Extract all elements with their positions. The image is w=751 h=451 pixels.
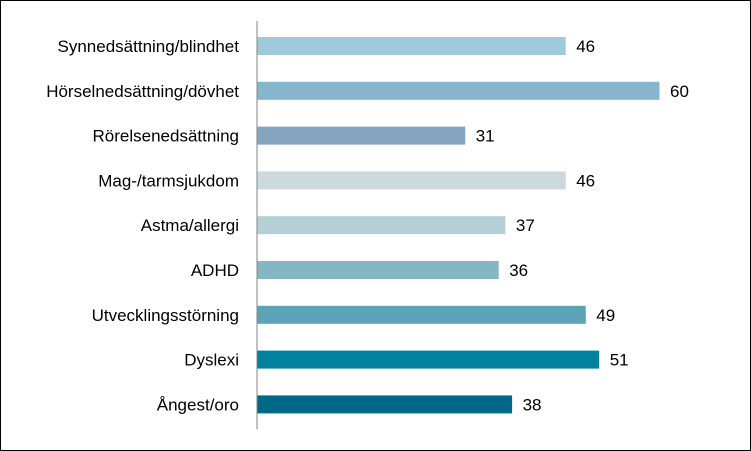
category-label-0: Synnedsättning/blindhet <box>58 37 240 56</box>
bar-7 <box>257 350 600 369</box>
value-label-6: 49 <box>596 306 615 325</box>
bar-8 <box>257 395 513 414</box>
value-label-8: 38 <box>523 395 542 414</box>
value-labels-group: 46 60 31 46 37 36 49 51 38 <box>476 37 689 414</box>
value-label-0: 46 <box>576 37 595 56</box>
category-label-5: ADHD <box>191 261 239 280</box>
value-label-5: 36 <box>509 261 528 280</box>
category-label-4: Astma/allergi <box>141 216 239 235</box>
bar-4 <box>257 216 506 235</box>
value-label-7: 51 <box>610 351 629 370</box>
bar-2 <box>257 126 466 145</box>
value-label-4: 37 <box>516 216 535 235</box>
category-label-1: Hörselnedsättning/dövhet <box>46 82 239 101</box>
category-label-6: Utvecklingsstörning <box>92 306 239 325</box>
bar-5 <box>257 261 499 279</box>
category-label-3: Mag-/tarmsjukdom <box>98 171 239 190</box>
category-label-2: Rörelsenedsättning <box>93 127 239 146</box>
bars-group <box>257 37 660 414</box>
category-label-8: Ångest/oro <box>157 395 239 414</box>
bar-3 <box>257 171 566 190</box>
category-label-7: Dyslexi <box>184 351 239 370</box>
bar-1 <box>257 81 660 100</box>
bar-0 <box>257 37 566 55</box>
bar-6 <box>257 305 586 324</box>
value-label-2: 31 <box>476 127 495 146</box>
value-label-3: 46 <box>576 171 595 190</box>
value-label-1: 60 <box>670 82 689 101</box>
category-labels-group: Synnedsättning/blindhet Hörselnedsättning… <box>46 37 239 414</box>
